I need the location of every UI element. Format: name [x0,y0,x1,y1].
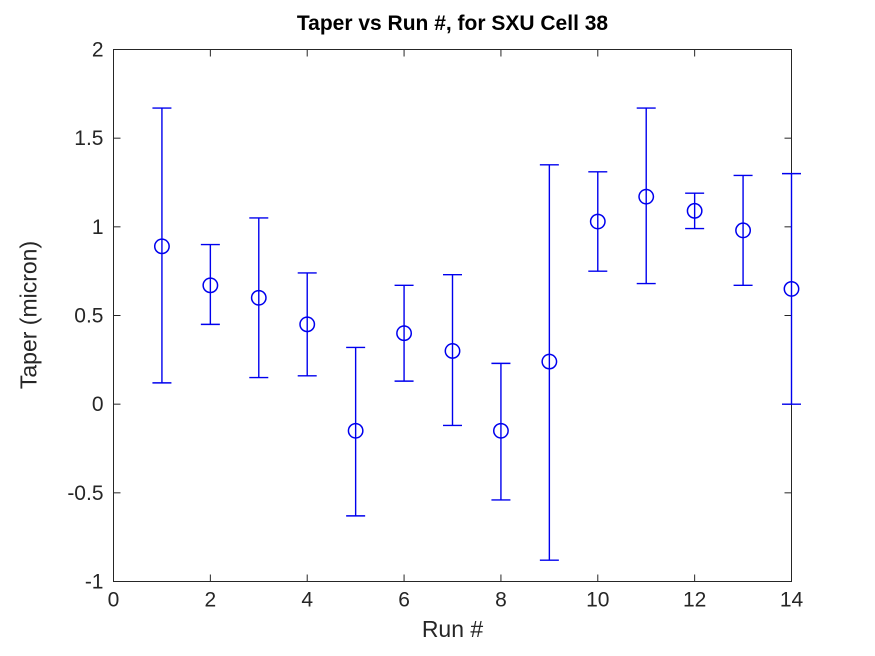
data-point-marker [492,422,509,439]
y-tick-label: 1.5 [74,127,103,150]
data-point-marker [589,213,606,230]
x-tick-label: 6 [398,589,410,612]
data-point-marker [686,202,703,219]
x-tick-label: 12 [683,589,706,612]
data-point-marker [541,353,558,370]
data-point-marker [250,289,267,306]
y-tick-label: 2 [92,39,104,62]
y-tick-label: -1 [85,571,104,594]
x-axis-label: Run # [421,616,484,642]
x-tick-label: 2 [205,589,217,612]
data-point-marker [735,222,752,239]
x-tick-label: 14 [780,589,804,612]
data-point-marker [202,277,219,294]
data-point-marker [783,280,800,297]
chart-title: Taper vs Run #, for SXU Cell 38 [296,12,609,35]
data-point-marker [347,422,364,439]
x-tick-label: 0 [108,589,120,612]
data-point-marker [396,325,413,342]
y-tick-label: 1 [92,216,104,239]
y-tick-label: 0 [92,393,104,416]
x-tick-label: 4 [301,589,313,612]
y-tick-label: -0.5 [67,482,103,505]
data-point-marker [153,238,170,255]
data-point-marker [299,316,316,333]
x-tick-label: 10 [586,589,609,612]
data-point-marker [444,343,461,359]
data-point-marker [638,188,655,205]
x-tick-label: 8 [495,589,507,612]
y-tick-label: 0.5 [74,305,103,328]
